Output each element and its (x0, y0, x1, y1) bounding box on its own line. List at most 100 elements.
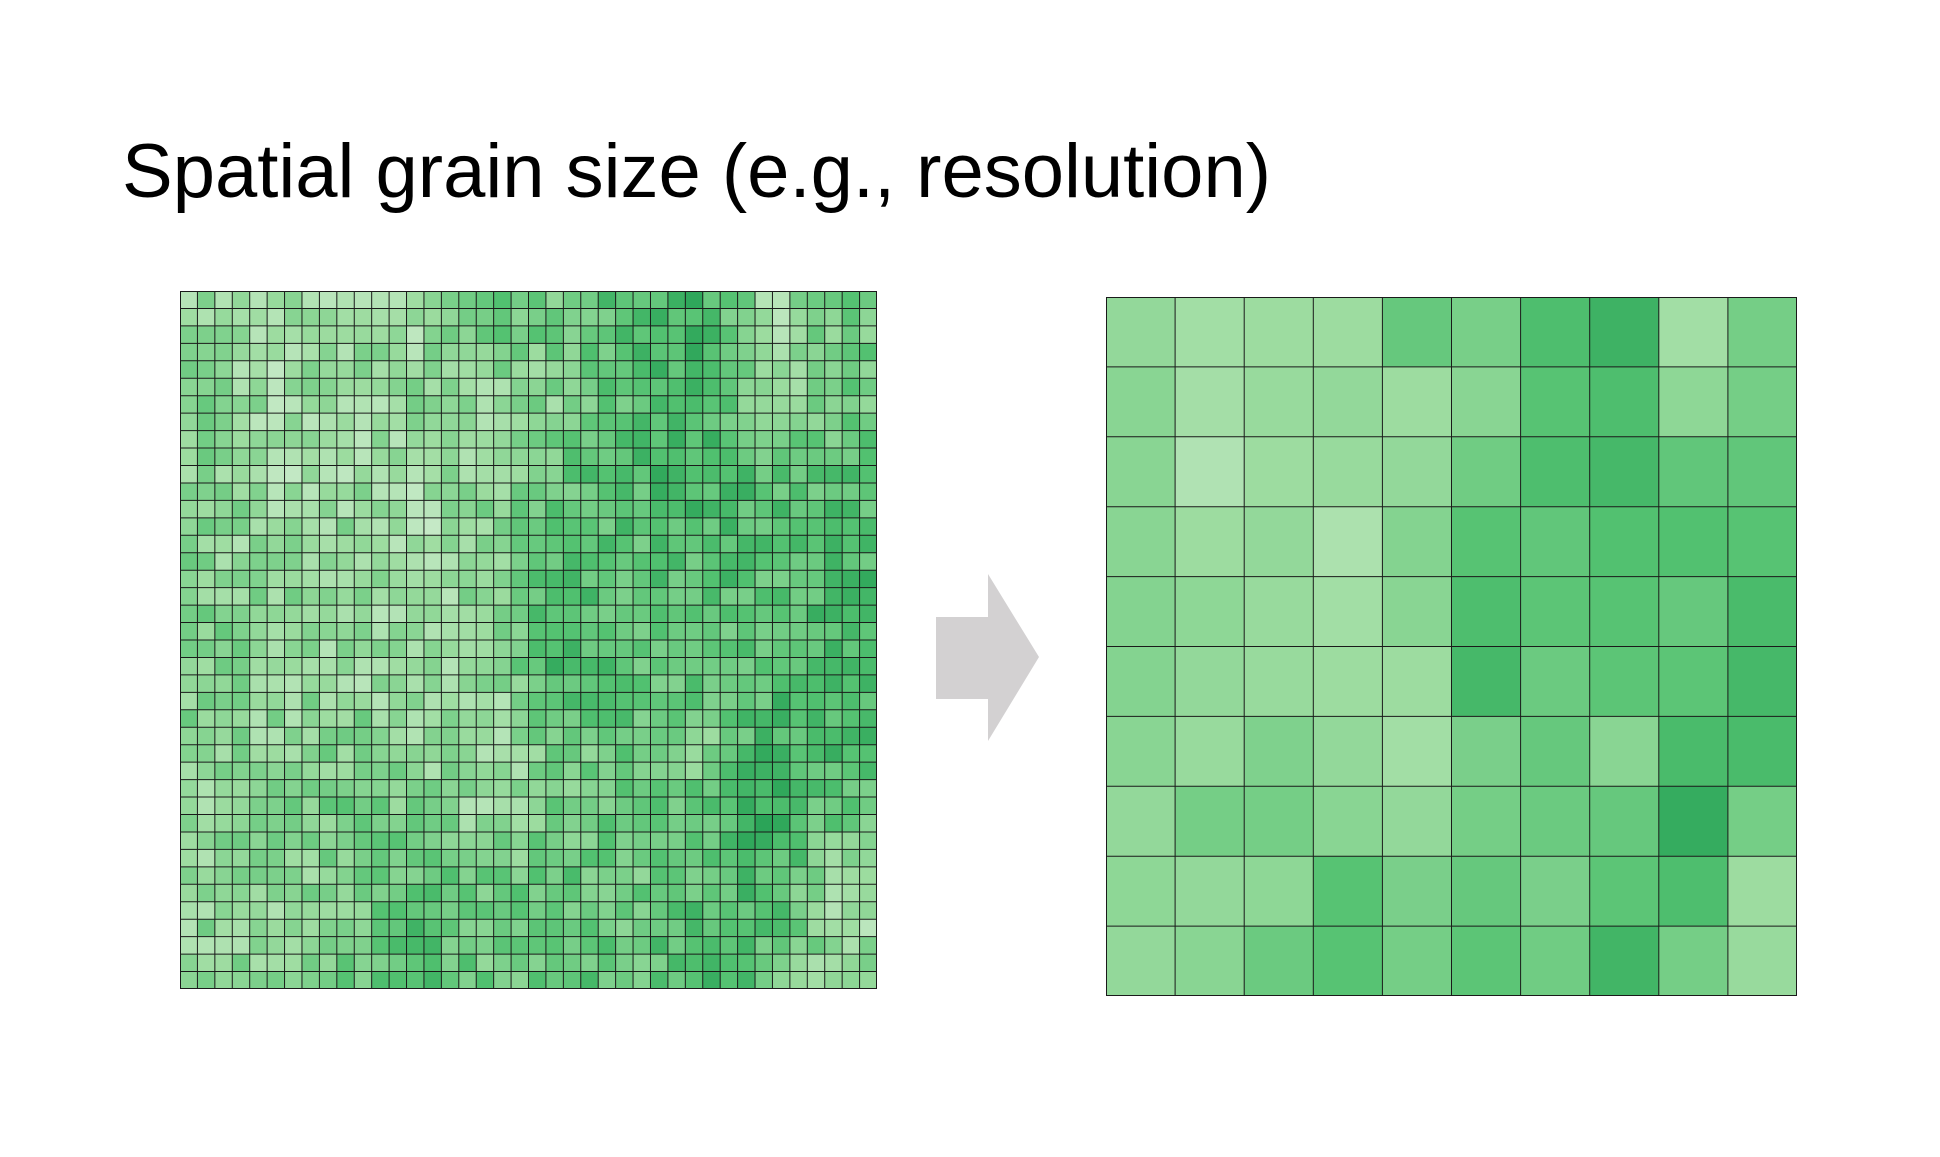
fine-cell (702, 936, 721, 955)
fine-cell (458, 797, 477, 815)
fine-cell (458, 849, 477, 867)
fine-cell (458, 552, 477, 571)
coarse-cell (1313, 366, 1383, 437)
fine-cell (214, 413, 233, 431)
fine-cell (615, 517, 634, 536)
fine-cell (772, 727, 790, 745)
fine-cell (371, 884, 390, 902)
fine-cell (737, 570, 756, 588)
fine-cell (633, 291, 651, 309)
coarse-cell (1244, 366, 1314, 437)
fine-cell (389, 744, 407, 763)
fine-cell (301, 692, 320, 710)
fine-cell (458, 308, 477, 326)
fine-cell (301, 640, 320, 658)
fine-cell (284, 500, 302, 518)
fine-cell (528, 936, 546, 955)
fine-cell (667, 395, 686, 414)
fine-cell (232, 919, 250, 937)
fine-cell (545, 901, 564, 920)
fine-cell (458, 517, 477, 536)
fine-cell (737, 692, 756, 710)
fine-cell (737, 517, 756, 536)
fine-cell (423, 325, 442, 344)
fine-cell (441, 587, 459, 606)
fine-cell (650, 517, 668, 536)
fine-cell (702, 814, 721, 832)
fine-cell (493, 430, 512, 449)
fine-cell (371, 622, 390, 640)
fine-cell (755, 325, 773, 344)
fine-cell (371, 797, 390, 815)
fine-cell (685, 936, 703, 955)
fine-cell (319, 605, 337, 623)
fine-cell (371, 325, 390, 344)
fine-cell (755, 814, 773, 832)
coarse-cell (1175, 506, 1245, 577)
fine-cell (702, 570, 721, 588)
fine-cell (650, 500, 668, 518)
fine-cell (772, 797, 790, 815)
fine-cell (476, 849, 494, 867)
fine-cell (371, 640, 390, 658)
fine-cell (755, 378, 773, 396)
fine-cell (667, 325, 686, 344)
fine-cell (650, 378, 668, 396)
fine-cell (267, 954, 285, 972)
fine-cell (180, 500, 198, 518)
fine-cell (406, 622, 424, 640)
fine-cell (249, 482, 268, 501)
fine-cell (441, 954, 459, 972)
fine-cell (493, 866, 512, 885)
fine-cell (354, 500, 372, 518)
fine-cell (354, 360, 372, 379)
fine-cell (755, 308, 773, 326)
fine-cell (667, 779, 686, 798)
fine-cell (772, 971, 790, 989)
fine-cell (755, 779, 773, 798)
fine-cell (389, 395, 407, 414)
fine-cell (180, 831, 198, 850)
fine-cell (702, 849, 721, 867)
fine-cell (197, 325, 215, 344)
fine-cell (441, 709, 459, 728)
coarse-cell (1451, 716, 1521, 787)
fine-cell (319, 517, 337, 536)
fine-cell (493, 587, 512, 606)
fine-cell (441, 343, 459, 361)
fine-cell (859, 413, 877, 431)
fine-cell (528, 814, 546, 832)
fine-cell (789, 657, 808, 675)
fine-cell (824, 727, 843, 745)
fine-cell (807, 465, 825, 483)
fine-cell (667, 674, 686, 693)
fine-cell (249, 465, 268, 483)
fine-cell (284, 814, 302, 832)
fine-cell (807, 727, 825, 745)
fine-cell (545, 360, 564, 379)
fine-cell (214, 674, 233, 693)
fine-cell (737, 395, 756, 414)
fine-cell (650, 360, 668, 379)
fine-cell (755, 762, 773, 780)
fine-cell (197, 674, 215, 693)
coarse-cell (1175, 926, 1245, 996)
fine-cell (755, 552, 773, 571)
fine-cell (249, 378, 268, 396)
fine-cell (301, 517, 320, 536)
fine-cell (249, 936, 268, 955)
fine-cell (737, 831, 756, 850)
fine-cell (249, 866, 268, 885)
fine-cell (511, 308, 529, 326)
fine-cell (615, 779, 634, 798)
fine-cell (667, 640, 686, 658)
fine-cell (232, 500, 250, 518)
fine-cell (563, 797, 581, 815)
fine-cell (667, 657, 686, 675)
fine-cell (319, 570, 337, 588)
fine-cell (319, 849, 337, 867)
fine-cell (319, 674, 337, 693)
fine-cell (598, 762, 616, 780)
fine-cell (180, 622, 198, 640)
fine-cell (702, 500, 721, 518)
